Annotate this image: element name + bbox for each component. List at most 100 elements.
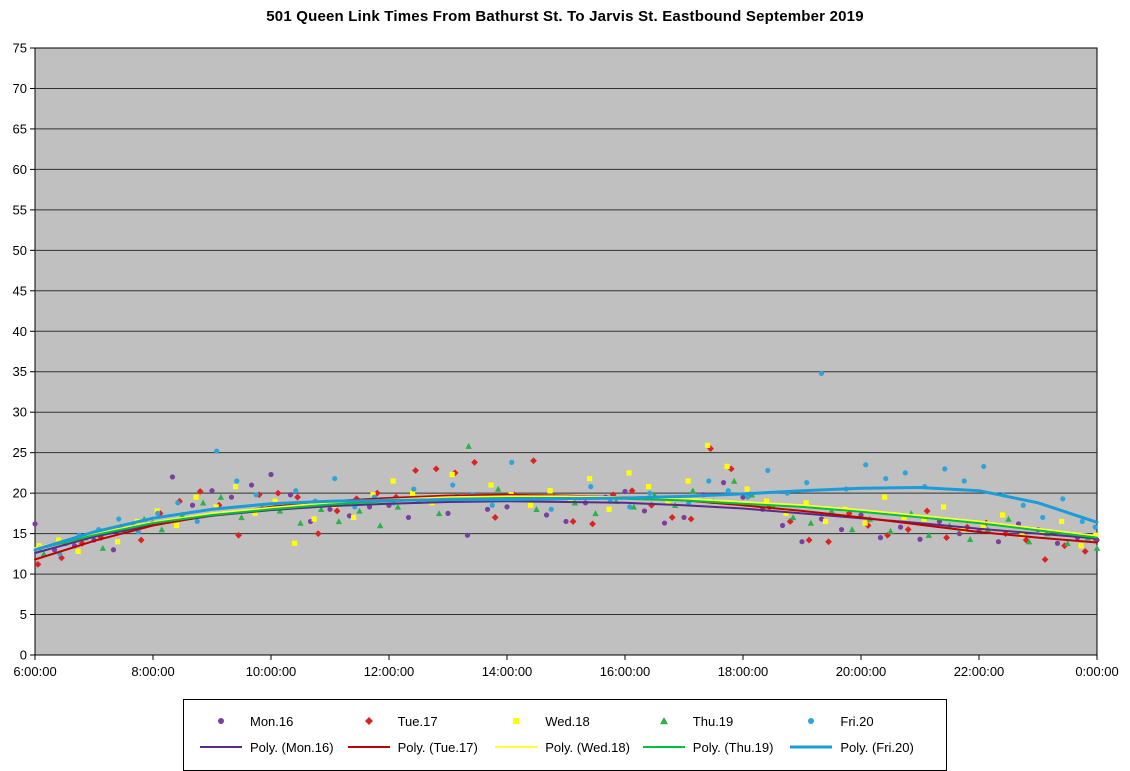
legend-row-lines: Poly. (Mon.16) Poly. (Tue.17) Poly. (Wed.1… <box>196 735 934 759</box>
data-point-fri20 <box>804 480 810 486</box>
data-point-thu19 <box>828 507 835 514</box>
data-point-fri20 <box>1060 496 1066 502</box>
y-axis-label: 75 <box>13 41 27 56</box>
data-point-mon16 <box>917 536 923 542</box>
data-point-fri20 <box>548 506 554 512</box>
data-point-tue17 <box>628 487 636 495</box>
data-point-wed18 <box>1078 543 1084 549</box>
data-point-mon16 <box>877 535 884 541</box>
data-point-thu19 <box>40 550 48 557</box>
data-point-wed18 <box>882 494 888 500</box>
data-point-tue17 <box>196 488 204 495</box>
data-point-mon16 <box>209 488 215 494</box>
data-point-mon16 <box>268 471 274 478</box>
data-point-tue17 <box>805 536 813 544</box>
data-point-wed18 <box>449 471 455 478</box>
data-point-mon16 <box>799 539 805 545</box>
data-point-mon16 <box>543 512 550 518</box>
data-point-fri20 <box>706 478 712 484</box>
x-axis-label: 0:00:00 <box>1075 664 1118 679</box>
legend-item-tue-17: Tue.17 <box>344 709 492 733</box>
data-point-wed18 <box>685 478 691 484</box>
data-point-tue17 <box>923 507 931 515</box>
data-point-fri20 <box>489 502 495 508</box>
trend-line-poly-fri-20- <box>33 486 1099 552</box>
data-point-mon16 <box>189 502 196 508</box>
data-point-fri20 <box>627 504 633 510</box>
data-point-tue17 <box>333 507 341 515</box>
data-point-fri20 <box>961 478 967 484</box>
square-marker-icon <box>491 714 541 728</box>
data-point-fri20 <box>293 488 299 494</box>
data-point-mon16 <box>740 494 746 500</box>
data-point-wed18 <box>941 504 947 510</box>
data-point-wed18 <box>862 520 868 526</box>
data-point-thu19 <box>99 544 107 551</box>
data-point-wed18 <box>803 500 809 506</box>
data-point-tue17 <box>235 531 242 539</box>
y-axis-label: 20 <box>13 486 27 501</box>
data-point-mon16 <box>405 514 412 521</box>
data-point-wed18 <box>587 475 593 482</box>
trend-line-swatch <box>786 740 836 754</box>
data-point-thu19 <box>158 526 166 533</box>
data-point-tue17 <box>432 465 440 473</box>
data-point-fri20 <box>332 475 338 482</box>
data-point-wed18 <box>115 539 121 545</box>
data-point-wed18 <box>193 494 199 500</box>
data-point-fri20 <box>818 370 825 376</box>
data-point-tue17 <box>314 530 322 537</box>
y-axis-label: 50 <box>13 243 27 258</box>
legend-item-poly-tue-17-: Poly. (Tue.17) <box>344 735 492 759</box>
data-point-mon16 <box>346 513 353 519</box>
data-point-thu19 <box>1005 515 1012 522</box>
y-axis-label: 35 <box>13 364 27 379</box>
data-point-tue17 <box>471 458 478 466</box>
data-point-wed18 <box>606 506 612 512</box>
data-point-fri20 <box>116 516 122 522</box>
data-point-wed18 <box>75 548 81 555</box>
data-point-thu19 <box>966 535 974 542</box>
data-point-mon16 <box>661 520 668 526</box>
data-point-thu19 <box>435 510 443 517</box>
data-point-tue17 <box>58 554 65 562</box>
diamond-marker-icon <box>344 714 394 728</box>
legend-label: Poly. (Fri.20) <box>840 739 914 755</box>
data-point-fri20 <box>883 475 889 482</box>
data-point-wed18 <box>370 492 376 498</box>
legend-item-mon-16: Mon.16 <box>196 709 344 733</box>
data-point-tue17 <box>34 560 42 568</box>
legend-label: Poly. (Tue.17) <box>397 739 478 755</box>
trend-line-swatch <box>344 740 394 754</box>
legend-label: Mon.16 <box>250 713 294 729</box>
chart-legend: Mon.16 Tue.17 Wed.18 Thu.19 Fri.20 Poly. (Mon… <box>183 699 947 771</box>
data-point-mon16 <box>110 547 117 553</box>
data-point-mon16 <box>897 524 904 530</box>
x-axis-label: 18:00:00 <box>718 664 769 679</box>
data-point-thu19 <box>394 503 402 510</box>
trend-line-swatch <box>196 740 246 754</box>
data-point-tue17 <box>274 489 282 497</box>
y-axis-label: 70 <box>13 81 27 96</box>
data-point-wed18 <box>528 502 534 508</box>
data-point-wed18 <box>921 516 927 522</box>
legend-label: Fri.20 <box>840 713 874 729</box>
data-point-fri20 <box>1020 502 1026 508</box>
data-point-fri20 <box>1092 524 1098 530</box>
data-point-thu19 <box>465 442 472 449</box>
data-point-wed18 <box>252 510 258 516</box>
data-point-mon16 <box>32 521 38 527</box>
x-axis-label: 10:00:00 <box>246 664 297 679</box>
legend-item-fri-20: Fri.20 <box>786 709 934 733</box>
data-point-thu19 <box>789 514 797 521</box>
data-point-fri20 <box>647 490 653 496</box>
y-axis-label: 10 <box>13 567 27 582</box>
data-point-wed18 <box>311 516 317 522</box>
scatter-chart: 0 5 10 15 20 25 30 35 40 45 50 55 60 65 70 75 6:00:00 8:0… <box>13 41 1119 680</box>
y-axis-label: 45 <box>13 283 27 298</box>
data-point-fri20 <box>234 478 240 484</box>
y-axis-label: 25 <box>13 445 27 460</box>
data-point-fri20 <box>1079 518 1085 525</box>
data-point-thu19 <box>199 499 207 506</box>
